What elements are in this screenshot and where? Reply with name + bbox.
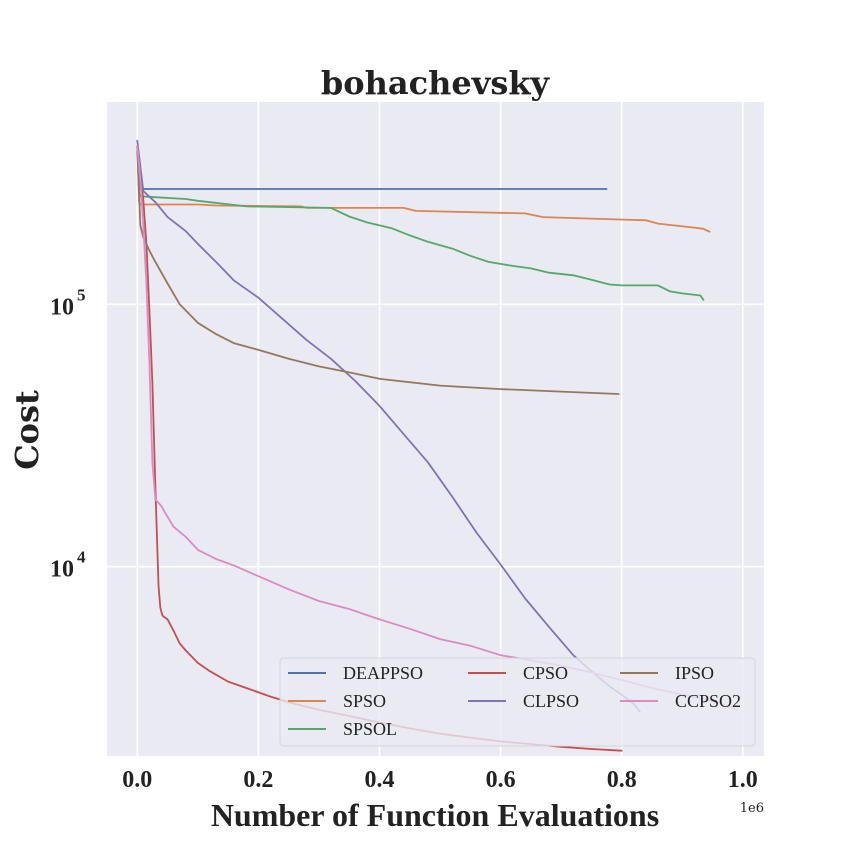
y-tick-base: 10 xyxy=(50,294,74,320)
legend-label: CLPSO xyxy=(523,691,579,711)
grid-lines xyxy=(107,102,764,756)
series-line-ipso xyxy=(136,145,620,395)
x-tick-label: 0.2 xyxy=(243,767,273,793)
series-line-spso xyxy=(136,145,711,233)
legend-label: SPSOL xyxy=(343,719,397,739)
legend-entry-spso: SPSO xyxy=(288,691,386,711)
x-tick-label: 0.8 xyxy=(607,767,637,793)
legend-entry-spsol: SPSOL xyxy=(288,719,397,739)
y-axis-label: Cost xyxy=(8,390,46,470)
legend-label: DEAPPSO xyxy=(343,663,423,683)
legend-entry-clpso: CLPSO xyxy=(468,691,579,711)
legend-entry-ipso: IPSO xyxy=(620,663,714,683)
x-tick-label: 0.6 xyxy=(486,767,516,793)
chart-title: bohachevsky xyxy=(321,64,551,102)
legend-entry-ccpso2: CCPSO2 xyxy=(620,691,741,711)
y-tick-label: 10 5 xyxy=(50,285,86,320)
x-axis-offset-label: 1e6 xyxy=(740,801,764,816)
y-tick-label: 10 4 xyxy=(50,548,86,583)
x-tick-label: 0.4 xyxy=(364,767,394,793)
legend-entry-deappso: DEAPPSO xyxy=(288,663,423,683)
x-axis-label: Number of Function Evaluations xyxy=(211,797,659,833)
y-tick-exponent: 5 xyxy=(77,285,86,304)
legend-label: IPSO xyxy=(675,663,714,683)
x-axis-ticks: 0.0 0.2 0.4 0.6 0.8 1.0 xyxy=(122,767,758,793)
legend-box xyxy=(279,657,756,747)
x-tick-label: 0.0 xyxy=(122,767,152,793)
series-line-spsol xyxy=(136,145,705,301)
legend-label: CPSO xyxy=(523,663,568,683)
y-tick-exponent: 4 xyxy=(77,548,86,567)
x-tick-label: 1.0 xyxy=(728,767,758,793)
legend: DEAPPSO SPSO SPSOL CPSO CLPSO IPSO CCPSO2 xyxy=(279,657,756,747)
legend-label: SPSO xyxy=(343,691,386,711)
legend-label: CCPSO2 xyxy=(675,691,741,711)
y-tick-base: 10 xyxy=(50,557,74,583)
legend-entry-cpso: CPSO xyxy=(468,663,568,683)
